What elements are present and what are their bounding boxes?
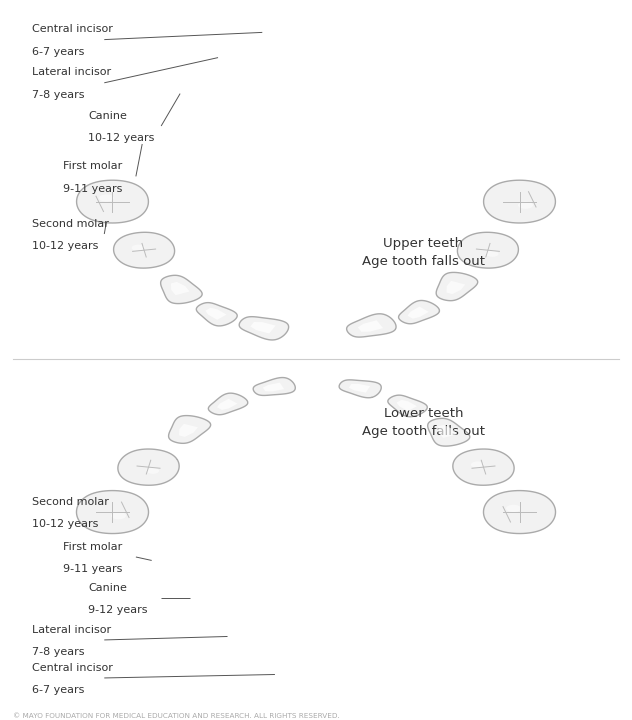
Text: © MAYO FOUNDATION FOR MEDICAL EDUCATION AND RESEARCH. ALL RIGHTS RESERVED.: © MAYO FOUNDATION FOR MEDICAL EDUCATION …: [13, 713, 339, 719]
Text: 10-12 years: 10-12 years: [32, 241, 98, 251]
Polygon shape: [447, 281, 465, 294]
Polygon shape: [388, 395, 427, 417]
Text: Second molar: Second molar: [32, 497, 109, 507]
Text: Second molar: Second molar: [32, 219, 109, 229]
Text: First molar: First molar: [63, 161, 123, 171]
Text: 7-8 years: 7-8 years: [32, 90, 84, 100]
Polygon shape: [483, 180, 556, 223]
Text: 7-8 years: 7-8 years: [32, 647, 84, 657]
Polygon shape: [253, 377, 295, 395]
Ellipse shape: [485, 251, 499, 257]
Polygon shape: [483, 490, 556, 534]
Text: Upper teeth
Age tooth falls out: Upper teeth Age tooth falls out: [362, 236, 485, 268]
Ellipse shape: [131, 245, 145, 251]
Ellipse shape: [518, 202, 533, 209]
Polygon shape: [114, 233, 174, 268]
Polygon shape: [171, 282, 190, 295]
Polygon shape: [458, 233, 518, 268]
Ellipse shape: [471, 462, 484, 468]
Text: Canine: Canine: [88, 583, 128, 593]
Polygon shape: [346, 314, 396, 337]
Polygon shape: [263, 382, 284, 392]
Polygon shape: [396, 400, 417, 411]
Polygon shape: [399, 300, 439, 324]
Polygon shape: [436, 272, 478, 301]
Polygon shape: [453, 449, 514, 485]
Polygon shape: [358, 320, 383, 332]
Polygon shape: [76, 180, 149, 223]
Polygon shape: [205, 307, 226, 320]
Text: 9-12 years: 9-12 years: [88, 606, 148, 616]
Text: 10-12 years: 10-12 years: [88, 133, 155, 143]
Polygon shape: [161, 275, 202, 304]
Polygon shape: [197, 302, 237, 326]
Polygon shape: [408, 307, 428, 319]
Text: Lower teeth
Age tooth falls out: Lower teeth Age tooth falls out: [362, 407, 485, 438]
Text: Lateral incisor: Lateral incisor: [32, 68, 111, 77]
Polygon shape: [76, 490, 149, 534]
Polygon shape: [169, 415, 210, 444]
Polygon shape: [339, 380, 381, 397]
Polygon shape: [438, 425, 457, 438]
Text: 6-7 years: 6-7 years: [32, 47, 84, 57]
Text: First molar: First molar: [63, 542, 123, 552]
Polygon shape: [250, 322, 276, 333]
Polygon shape: [179, 424, 198, 437]
Text: Canine: Canine: [88, 111, 128, 120]
Polygon shape: [428, 418, 470, 446]
Ellipse shape: [99, 194, 114, 202]
Ellipse shape: [146, 467, 159, 474]
Text: 10-12 years: 10-12 years: [32, 519, 98, 529]
Text: Lateral incisor: Lateral incisor: [32, 625, 111, 635]
Text: Central incisor: Central incisor: [32, 663, 112, 672]
Ellipse shape: [111, 512, 126, 519]
Ellipse shape: [506, 505, 521, 512]
Text: Central incisor: Central incisor: [32, 24, 112, 34]
Polygon shape: [239, 317, 289, 340]
Polygon shape: [349, 384, 370, 392]
Text: 6-7 years: 6-7 years: [32, 685, 84, 695]
Polygon shape: [118, 449, 179, 485]
Polygon shape: [209, 393, 248, 415]
Text: 9-11 years: 9-11 years: [63, 184, 123, 194]
Text: 9-11 years: 9-11 years: [63, 564, 123, 574]
Polygon shape: [217, 399, 238, 410]
